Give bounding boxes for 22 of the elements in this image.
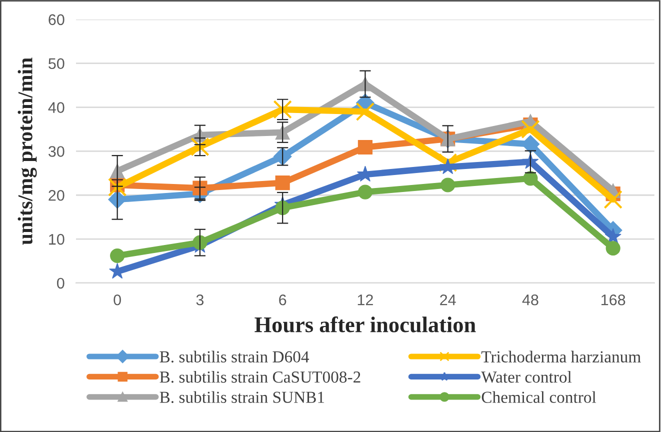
- x-tick-label: 6: [279, 294, 286, 306]
- y-tick-label: 30: [48, 146, 64, 157]
- legend-label: B. subtilis strain CaSUT008-2: [160, 370, 360, 383]
- legend-label: B. subtilis strain D604: [160, 350, 310, 363]
- legend-label: Water control: [481, 370, 572, 383]
- y-axis-title: units/mg protein/min: [18, 58, 37, 245]
- legend-label: B. subtilis strain SUNB1: [160, 391, 324, 403]
- x-tick-label: 3: [196, 294, 204, 306]
- y-tick-label: 60: [48, 14, 64, 26]
- x-tick-label: 12: [358, 294, 373, 306]
- x-tick-label: 168: [602, 294, 626, 306]
- legend-label: Trichoderma harzianum: [481, 350, 641, 362]
- x-axis-title: Hours after inoculation: [254, 316, 476, 332]
- y-tick-label: 0: [57, 278, 64, 289]
- y-tick-label: 50: [48, 58, 64, 70]
- x-tick-label: 0: [114, 294, 121, 306]
- x-tick-label: 24: [440, 294, 456, 306]
- y-tick-label: 20: [48, 190, 64, 201]
- y-tick-label: 40: [48, 102, 64, 113]
- y-tick-label: 10: [49, 234, 64, 245]
- x-tick-label: 48: [522, 294, 538, 306]
- legend-label: Chemical control: [482, 391, 596, 403]
